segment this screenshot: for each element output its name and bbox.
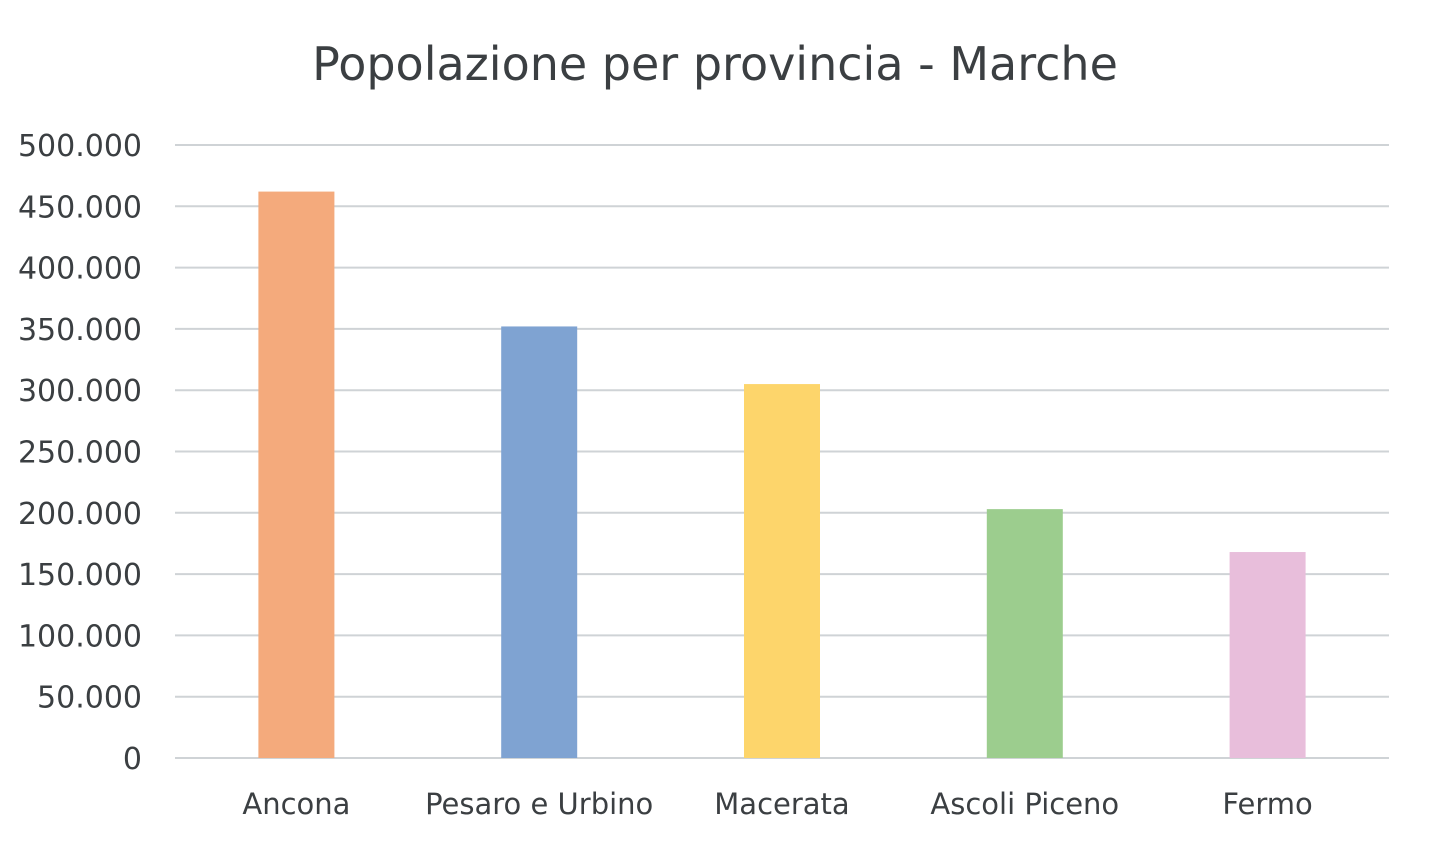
- y-axis-ticks: 0 50.000 100.000 150.000 200.000 250.000 300.0…: [18, 129, 142, 777]
- x-axis-ticks: Ancona Pesaro e Urbino Macerata Ascoli Pice…: [242, 787, 1312, 821]
- bar-ancona: [258, 191, 335, 758]
- y-tick-label: 500.000: [18, 129, 142, 164]
- y-tick-label: 250.000: [18, 436, 142, 471]
- chart-title: Popolazione per provincia - Marche: [312, 37, 1118, 91]
- bar-macerata: [744, 384, 820, 758]
- bar-fermo: [1229, 552, 1306, 758]
- y-tick-label: 300.000: [18, 374, 142, 409]
- x-tick-label: Macerata: [714, 787, 849, 821]
- y-tick-label: 150.000: [18, 558, 142, 593]
- y-tick-label: 100.000: [18, 619, 142, 654]
- y-tick-label: 350.000: [18, 313, 142, 348]
- x-tick-label: Ascoli Piceno: [930, 787, 1119, 821]
- bar-pesaro-e-urbino: [501, 326, 578, 758]
- y-tick-label: 450.000: [18, 190, 142, 225]
- y-tick-label: 50.000: [37, 681, 142, 716]
- y-tick-label: 400.000: [18, 252, 142, 287]
- y-tick-label: 0: [123, 742, 142, 777]
- y-tick-label: 200.000: [18, 497, 142, 532]
- x-tick-label: Pesaro e Urbino: [425, 787, 653, 821]
- x-tick-label: Ancona: [242, 787, 350, 821]
- bar-ascoli-piceno: [986, 509, 1063, 758]
- x-tick-label: Fermo: [1222, 787, 1312, 821]
- bars: [258, 191, 1306, 758]
